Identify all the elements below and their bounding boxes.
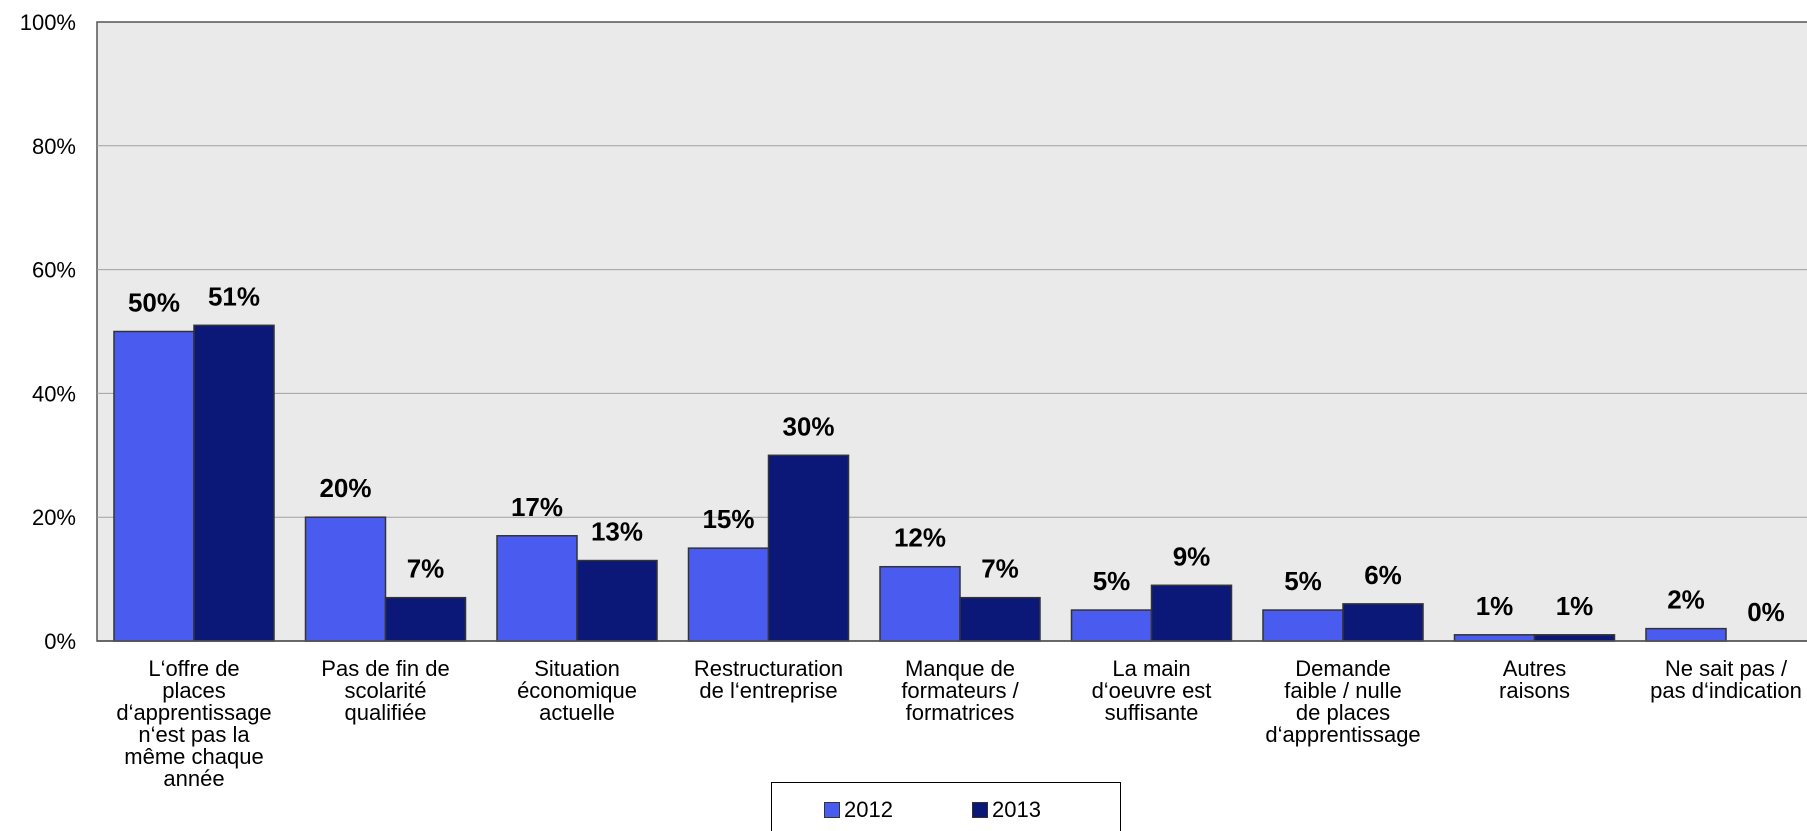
bar-2012 [304, 516, 387, 642]
data-label-2013: 6% [1364, 560, 1402, 590]
bar-2012 [1645, 627, 1727, 642]
data-label-2013: 0% [1747, 597, 1785, 627]
category-label: Autres raisons [1499, 656, 1570, 703]
category-label: Pas de fin de scolarité qualifiée [321, 656, 449, 725]
y-axis-ticks: 0% 20% 40% 60% 80% 100% [20, 10, 76, 654]
data-label-2013: 30% [782, 411, 834, 441]
data-label-2012: 5% [1093, 566, 1131, 596]
bar-2012 [1262, 609, 1344, 642]
category-label: Demande faible / nulle de places d‘apprenti… [1265, 656, 1420, 747]
legend-label-2013: 2013 [992, 797, 1041, 822]
y-tick-label: 100% [20, 10, 76, 35]
bar-2013 [1150, 584, 1233, 642]
data-label-2013: 7% [407, 554, 445, 584]
legend-item-2012: 2012 [824, 797, 893, 823]
legend-swatch-2013 [972, 802, 988, 818]
bar-2013 [1533, 634, 1616, 642]
data-label-2012: 50% [128, 288, 180, 318]
data-label-2012: 15% [702, 504, 754, 534]
y-tick-label: 20% [32, 505, 76, 530]
bar-2012 [496, 535, 578, 642]
category-label: Ne sait pas / pas d‘indication [1650, 656, 1802, 703]
bar-2013 [576, 559, 658, 642]
bar-2013 [193, 324, 275, 642]
bar-2013 [1342, 603, 1424, 642]
legend-item-2013: 2013 [972, 797, 1041, 823]
bar-2013 [959, 596, 1041, 642]
y-tick-label: 0% [44, 629, 76, 654]
y-tick-label: 40% [32, 381, 76, 406]
category-labels: L‘offre de places d‘apprentissage n‘est pas… [116, 656, 1802, 791]
data-label-2012: 5% [1284, 566, 1322, 596]
y-tick-label: 80% [32, 134, 76, 159]
category-label: La main d‘oeuvre est suffisante [1092, 656, 1212, 725]
bar-2012 [1070, 609, 1153, 642]
bar-2012 [879, 565, 961, 642]
legend-swatch-2012 [824, 802, 840, 818]
category-label: L‘offre de places d‘apprentissage n‘est pas… [116, 656, 271, 791]
bars [113, 324, 1727, 642]
category-label: Restructuration de l‘entreprise [694, 656, 843, 703]
data-label-2012: 1% [1476, 591, 1514, 621]
data-label-2013: 9% [1173, 541, 1211, 571]
legend: 2012 2013 [771, 782, 1121, 831]
data-label-2013: 13% [591, 517, 643, 547]
data-label-2012: 17% [511, 492, 563, 522]
category-label: Manque de formateurs / formatrices [901, 656, 1019, 725]
bar-2012 [1453, 634, 1536, 642]
bar-2013 [384, 596, 467, 642]
data-label-2013: 7% [981, 554, 1019, 584]
data-label-2013: 1% [1556, 591, 1594, 621]
data-label-2012: 2% [1667, 585, 1705, 615]
data-label-2012: 20% [319, 473, 371, 503]
bar-2012 [113, 330, 195, 642]
data-label-2012: 12% [894, 523, 946, 553]
bar-2013 [767, 454, 850, 642]
y-tick-label: 60% [32, 258, 76, 283]
category-label: Situation économique actuelle [517, 656, 637, 725]
bar-2012 [687, 547, 770, 642]
legend-label-2012: 2012 [844, 797, 893, 822]
data-labels: 50% 51% 20% 7% 17% 13% 15% 30% 12% 7% 5% 9% 5% 6% 1% 1%… [128, 281, 1785, 627]
data-label-2013: 51% [208, 281, 260, 311]
